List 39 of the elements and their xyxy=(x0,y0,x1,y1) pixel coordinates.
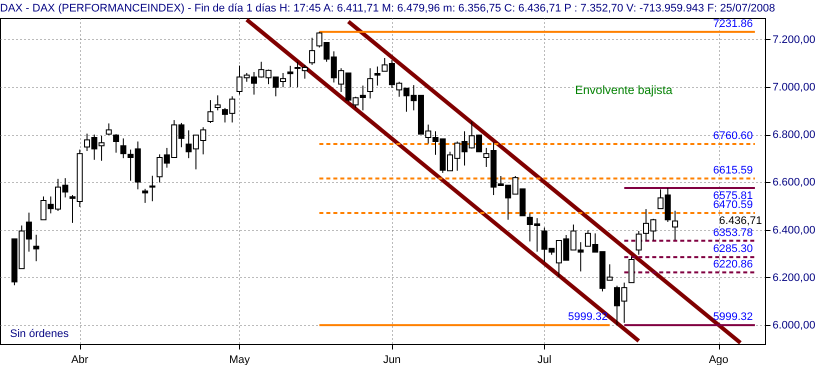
x-tick-label: Abr xyxy=(71,354,89,366)
x-tick-label: Ago xyxy=(708,354,728,366)
candlestick xyxy=(309,37,316,66)
y-tick-label: 7.000,00 xyxy=(772,82,816,94)
candlestick xyxy=(149,175,156,202)
x-tick-label: Jun xyxy=(383,354,401,366)
candlestick xyxy=(628,256,635,284)
series-label: 6615.59 xyxy=(713,164,753,176)
y-tick-label: 6.000,00 xyxy=(772,319,816,332)
annotation: Sin órdenes xyxy=(10,328,70,340)
x-tick-label: May xyxy=(229,354,250,366)
series-label: 6220.86 xyxy=(713,258,753,270)
candlestick xyxy=(287,65,294,88)
chart-title: DAX - DAX (PERFORMANCEINDEX) - Fin de día 1 días H: 17:45 A: 6.411,71 M: 6.479,96 m: 6.356,75 C: 6.436,71 P : 7.352,70 V: -713.959.943 F: 25/07/2008 xyxy=(0,2,776,15)
candlestick xyxy=(33,234,40,262)
series-label: 5999.32 xyxy=(713,311,753,324)
candlestick xyxy=(142,188,148,204)
candlestick xyxy=(106,122,112,136)
candlestick xyxy=(374,66,380,86)
series-label: 6470.59 xyxy=(713,198,753,211)
series-label: 6353.78 xyxy=(713,226,753,239)
candlestick xyxy=(672,210,678,241)
series-label: 6285.30 xyxy=(713,243,753,256)
candlestick xyxy=(120,138,126,159)
y-tick-label: 6.400,00 xyxy=(772,224,816,236)
x-tick-label: Jul xyxy=(537,354,552,366)
series-label: 5999.32 xyxy=(568,311,608,324)
series-label: 6760.60 xyxy=(713,130,753,142)
y-tick-label: 6.200,00 xyxy=(772,272,816,284)
annotation: 6.436,71 xyxy=(719,215,762,228)
candlestick xyxy=(113,134,120,154)
y-tick-label: 6.600,00 xyxy=(772,176,816,189)
y-tick-label: 7.200,00 xyxy=(772,34,816,46)
series-label: 7231.86 xyxy=(713,18,753,30)
y-tick-label: 6.800,00 xyxy=(772,129,816,142)
annotation: Envolvente bajista xyxy=(575,83,673,97)
candlestick xyxy=(367,68,374,99)
candlestick xyxy=(207,100,214,124)
candlestick xyxy=(214,94,221,111)
